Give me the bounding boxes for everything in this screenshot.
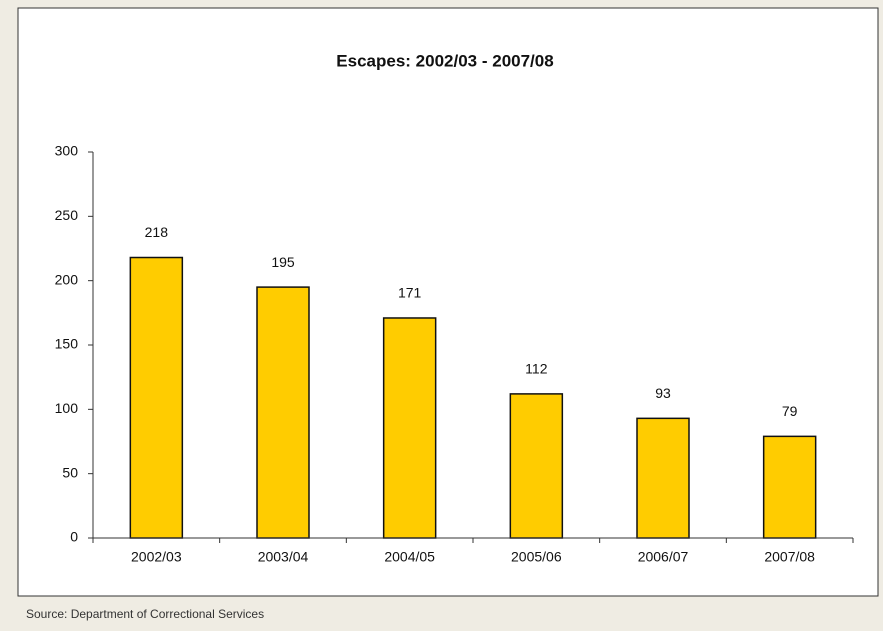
y-tick-label: 100 bbox=[55, 400, 79, 416]
bar bbox=[636, 417, 690, 539]
bar bbox=[762, 435, 817, 539]
data-label: 93 bbox=[655, 385, 671, 401]
y-tick-label: 50 bbox=[62, 464, 78, 480]
bar bbox=[509, 393, 564, 539]
data-label: 79 bbox=[782, 403, 798, 419]
bar bbox=[129, 256, 184, 539]
data-label: 171 bbox=[398, 285, 422, 301]
y-tick-label: 200 bbox=[55, 271, 79, 287]
x-tick-label: 2007/08 bbox=[764, 549, 815, 565]
y-tick-label: 150 bbox=[55, 336, 79, 352]
x-tick-label: 2005/06 bbox=[511, 549, 562, 565]
bar bbox=[382, 317, 437, 539]
x-tick-label: 2003/04 bbox=[258, 549, 309, 565]
y-tick-label: 250 bbox=[55, 207, 79, 223]
x-tick-label: 2006/07 bbox=[638, 549, 689, 565]
bar bbox=[256, 286, 310, 539]
source-note: Source: Department of Correctional Servi… bbox=[26, 607, 264, 621]
data-label: 218 bbox=[145, 224, 169, 240]
data-label: 112 bbox=[525, 361, 548, 377]
x-tick-label: 2004/05 bbox=[384, 549, 435, 565]
y-tick-label: 0 bbox=[70, 529, 78, 545]
chart-title: Escapes: 2002/03 - 2007/08 bbox=[336, 51, 553, 70]
y-tick-label: 300 bbox=[55, 143, 79, 159]
x-tick-label: 2002/03 bbox=[131, 549, 182, 565]
data-label: 195 bbox=[271, 254, 295, 270]
